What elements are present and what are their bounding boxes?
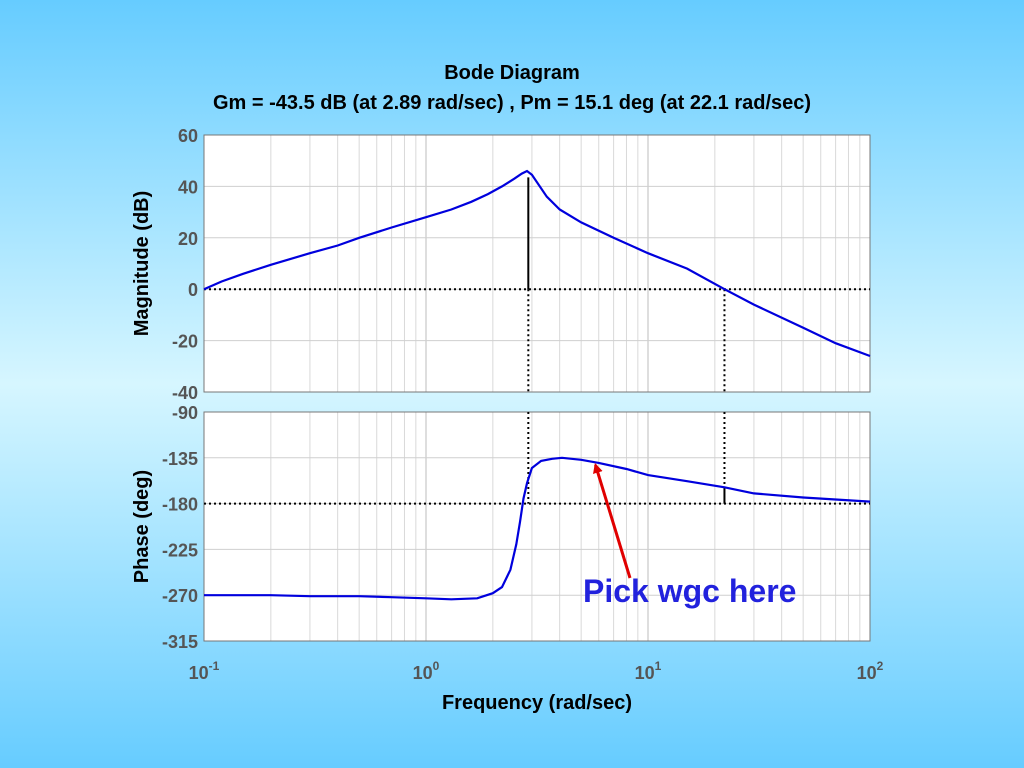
magnitude-ytick-label: 40 [178,177,198,197]
chart-subtitle: Gm = -43.5 dB (at 2.89 rad/sec) , Pm = 1… [212,92,812,114]
phase-curve [204,456,871,601]
magnitude-ytick-label: -20 [172,332,198,352]
magnitude-frame [203,134,871,393]
xtick-label: 102 [857,659,884,683]
xtick-label: 100 [413,659,440,683]
phase-ytick-label: -270 [162,586,198,606]
chart-title: Bode Diagram [444,62,580,84]
magnitude-ytick-label: 20 [178,229,198,249]
phase-frame [203,411,871,642]
phase-ytick-label: -135 [162,449,198,469]
phase-plot-area [204,412,870,641]
pick-wgc-text: Pick wgc here [583,573,796,609]
magnitude-plot-area [204,135,870,392]
pick-wgc-arrow [593,462,632,579]
xtick-exponent: -1 [209,659,220,673]
magnitude-ylabel: Magnitude (dB) [131,191,153,337]
xtick-exponent: 1 [655,659,662,673]
xtick-exponent: 0 [433,659,440,673]
magnitude-ytick-label: 60 [178,126,198,146]
phase-ytick-label: -225 [162,540,198,560]
xtick-exponent: 2 [877,659,884,673]
magnitude-curve [203,169,871,358]
xtick-label: 101 [635,659,662,683]
phase-ytick-label: -90 [172,403,198,423]
phase-ytick-label: -315 [162,632,198,652]
x-axis-label: Frequency (rad/sec) [442,692,632,714]
magnitude-ytick-label: 0 [188,280,198,300]
phase-ytick-label: -180 [162,495,198,515]
xtick-label: 10-1 [189,659,220,683]
magnitude-ytick-label: -40 [172,383,198,403]
phase-ylabel: Phase (deg) [131,470,153,583]
